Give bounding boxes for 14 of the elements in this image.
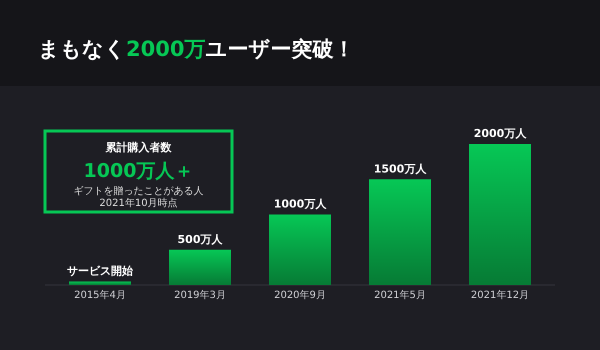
data-label: 2000万人 <box>474 127 528 140</box>
x-tick-label: 2019年3月 <box>174 289 226 301</box>
annotation: 累計購入者数 <box>104 141 172 154</box>
x-tick-label: 2020年9月 <box>274 289 326 301</box>
data-label: 1000万人 <box>274 198 328 210</box>
data-label: 1500万人 <box>374 162 428 176</box>
x-tick-label: 2021年12月 <box>470 289 530 301</box>
annotation: ギフトを贈ったことがある人 <box>74 185 204 197</box>
data-label: 500万人 <box>178 232 224 246</box>
annotation: 1000万人＋ <box>84 160 194 182</box>
data-label: サービス開始 <box>67 264 134 278</box>
x-tick-label: 2015年4月 <box>74 289 126 301</box>
x-tick-label: 2021年5月 <box>374 289 426 301</box>
annotation: 2021年10月時点 <box>99 197 178 209</box>
